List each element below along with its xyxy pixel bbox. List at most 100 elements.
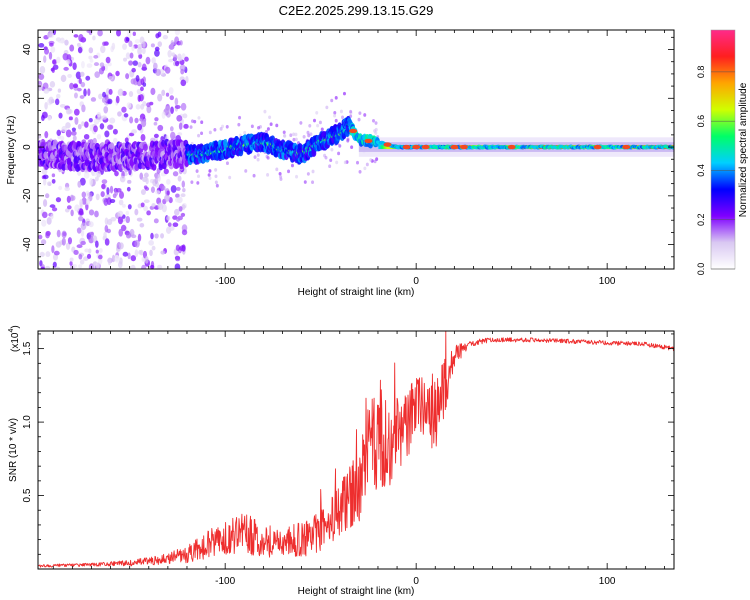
spectrogram-noise-mark [84, 121, 89, 128]
spectrogram-noise-mark [56, 56, 61, 64]
spectrogram-noise-mark [48, 51, 53, 60]
spectrogram-noise-mark [86, 63, 93, 68]
spectrogram-noise-mark [134, 249, 139, 258]
snr-scale-base: (x10 [10, 332, 21, 352]
spectrogram-noise-mark [43, 55, 47, 63]
spectrogram-noise-mark [338, 144, 342, 148]
spectrogram-noise-mark [144, 255, 149, 264]
spectrogram-noise-mark [43, 88, 50, 94]
spectrogram-ridge-mark [143, 143, 148, 152]
spectrogram-noise-mark [88, 117, 93, 123]
spectrogram-noise-mark [76, 42, 81, 47]
spectrogram-noise-mark [40, 266, 45, 269]
spectrogram-noise-mark [52, 253, 59, 261]
spectrogram-noise-mark [289, 133, 293, 137]
spectrogram-noise-mark [161, 89, 166, 96]
spectrogram-noise-mark [157, 41, 163, 48]
spectrogram-noise-mark [157, 174, 161, 182]
spectrogram-noise-mark [134, 117, 139, 124]
spectrogram-noise-mark [95, 249, 99, 254]
spectrogram-noise-mark [137, 61, 142, 68]
spectrogram-noise-mark [306, 172, 310, 176]
spectrogram-hotspot [459, 144, 468, 150]
y-tick-label: 40 [22, 44, 33, 56]
spectrogram-noise-mark [250, 124, 254, 129]
spectrogram-noise-mark [330, 147, 334, 152]
spectrogram-noise-mark [118, 242, 124, 250]
spectrogram-noise-mark [66, 59, 71, 65]
spectrogram-noise-mark [38, 134, 42, 139]
spectrogram-tone-mark [378, 145, 380, 150]
spectrogram-noise-mark [149, 264, 155, 269]
spectrogram-noise-mark [61, 237, 66, 246]
spectrogram-noise-mark [143, 172, 149, 178]
spectrogram-noise-mark [81, 121, 85, 127]
spectrogram-noise-mark [44, 131, 49, 139]
spectrogram-noise-mark [95, 240, 99, 248]
spectrogram-noise-mark [196, 181, 200, 185]
spectrogram-noise-mark [111, 254, 116, 263]
spectrogram-noise-mark [69, 44, 75, 52]
spectrogram-noise-mark [174, 263, 181, 269]
spectrogram-noise-mark [73, 34, 79, 38]
x-tick-label: 0 [413, 576, 419, 587]
spectrogram-panel: -100 0 100 -40 -20 0 20 40 Height of straight … [6, 29, 675, 298]
spectrogram-noise-mark [124, 137, 129, 143]
spectrogram-noise-mark [51, 178, 56, 184]
spectrogram-noise-mark [109, 185, 114, 194]
spectrogram-noise-mark [157, 124, 164, 132]
spectrogram-noise-mark [95, 193, 100, 201]
spectrogram-noise-mark [101, 115, 107, 120]
spectrogram-tone-mark [382, 145, 384, 150]
spectrogram-tone-mark [386, 145, 389, 150]
spectrogram-noise-mark [252, 173, 256, 178]
spectrogram-noise-mark [39, 66, 46, 74]
spectrogram-noise-mark [190, 180, 194, 184]
spectrogram-noise-mark [257, 125, 261, 130]
spectrogram-noise-mark [207, 173, 211, 177]
spectrogram-noise-mark [115, 187, 122, 193]
spectrogram-x-label: Height of straight line (km) [298, 287, 415, 298]
spectrogram-noise-mark [94, 71, 101, 79]
x-tick-label: -100 [215, 276, 235, 287]
y-tick-label: 1.5 [22, 341, 33, 355]
spectrogram-noise-mark [180, 102, 187, 111]
spectrogram-noise-mark [128, 40, 133, 48]
spectrogram-noise-mark [130, 78, 136, 85]
spectrogram-noise-mark [76, 227, 82, 234]
x-tick-label: 0 [413, 276, 419, 287]
spectrogram-noise-mark [123, 57, 128, 62]
spectrogram-noise-mark [66, 195, 71, 203]
spectrogram-noise-mark [65, 122, 71, 129]
spectrogram-noise-mark [174, 104, 181, 109]
spectrogram-noise-mark [88, 236, 94, 244]
spectrogram-noise-mark [176, 186, 181, 191]
spectrogram-noise-mark [80, 222, 87, 231]
spectrogram-noise-mark [43, 178, 47, 186]
spectrogram-noise-mark [120, 224, 127, 232]
spectrogram-noise-mark [114, 170, 119, 177]
spectrogram-noise-mark [67, 73, 72, 78]
spectrogram-noise-mark [62, 232, 67, 237]
spectrogram-noise-mark [52, 261, 57, 268]
spectrogram-noise-mark [88, 221, 94, 228]
spectrogram-noise-mark [266, 173, 270, 177]
spectrogram-noise-mark [140, 202, 145, 208]
spectrogram-noise-mark [356, 160, 360, 165]
spectrogram-noise-mark [55, 197, 62, 203]
spectrogram-noise-mark [51, 207, 58, 212]
spectrogram-noise-mark [83, 88, 87, 97]
spectrogram-noise-mark [77, 124, 82, 130]
spectrogram-noise-mark [103, 198, 109, 206]
spectrogram-noise-mark [48, 96, 54, 105]
spectrogram-noise-mark [170, 106, 174, 114]
snr-x-label: Height of straight line (km) [298, 586, 415, 597]
snr-y-ticks: 0.5 1.0 1.5 [22, 333, 674, 555]
spectrogram-noise-mark [125, 232, 132, 239]
spectrogram-noise-mark [94, 176, 99, 182]
spectrogram-noise-mark [335, 160, 339, 165]
spectrogram-noise-mark [137, 123, 143, 131]
spectrogram-noise-mark [375, 157, 379, 161]
spectrogram-noise-mark [363, 113, 367, 117]
spectrogram-noise-mark [64, 39, 69, 46]
